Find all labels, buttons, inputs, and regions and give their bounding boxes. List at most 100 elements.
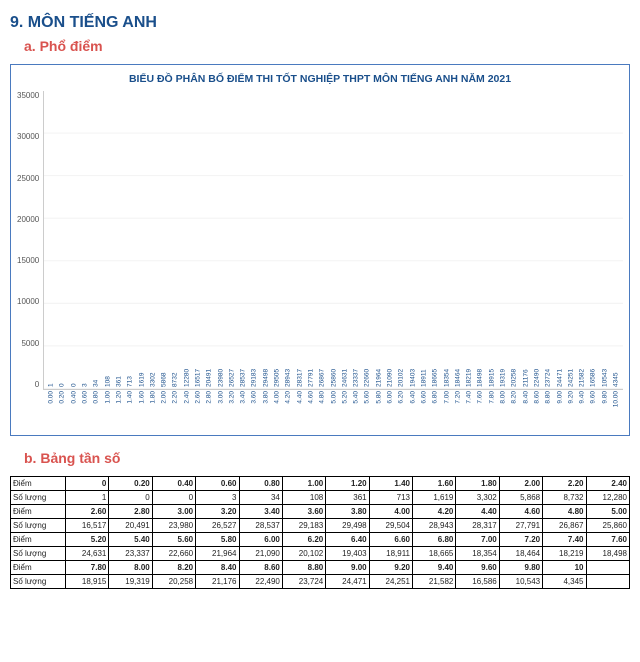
count-cell: 22,490 <box>239 575 282 589</box>
bar-value-label: 28317 <box>296 369 303 387</box>
y-tick: 25000 <box>17 174 39 183</box>
count-cell: 27,791 <box>499 519 542 533</box>
bar-value-label: 23337 <box>353 369 360 387</box>
bar-value-label: 1 <box>48 383 55 387</box>
count-cell: 19,403 <box>326 547 369 561</box>
bar-value-label: 24471 <box>556 369 563 387</box>
score-cell: 4.00 <box>369 505 412 519</box>
bar-value-label: 18915 <box>488 369 495 387</box>
score-cell: 4.20 <box>413 505 456 519</box>
x-tick-label: 9.60 <box>590 391 597 404</box>
score-cell: 6.40 <box>326 533 369 547</box>
count-cell: 21,090 <box>239 547 282 561</box>
count-cell: 19,319 <box>109 575 152 589</box>
count-cell: 28,943 <box>413 519 456 533</box>
bar-value-label: 4345 <box>612 373 619 387</box>
score-cell <box>586 561 630 575</box>
bar-value-label: 23980 <box>217 369 224 387</box>
score-cell: 2.20 <box>543 477 586 491</box>
x-tick-label: 3.60 <box>251 391 258 404</box>
score-cell: 0.20 <box>109 477 152 491</box>
y-tick: 35000 <box>17 91 39 100</box>
bar-value-label: 16586 <box>590 369 597 387</box>
count-cell: 3 <box>196 491 239 505</box>
bar-value-label: 29505 <box>274 369 281 387</box>
score-cell: 5.20 <box>66 533 109 547</box>
row-label-score: Điểm <box>11 533 66 547</box>
count-cell: 4,345 <box>543 575 586 589</box>
x-tick-label: 7.00 <box>443 391 450 404</box>
row-label-score: Điểm <box>11 505 66 519</box>
score-cell: 6.20 <box>282 533 325 547</box>
bar-value-label: 18498 <box>477 369 484 387</box>
score-distribution-chart: BIỂU ĐỒ PHÂN BỐ ĐIỂM THI TỐT NGHIỆP THPT… <box>10 64 630 436</box>
y-tick: 30000 <box>17 132 39 141</box>
x-tick-label: 4.40 <box>296 391 303 404</box>
count-cell <box>586 575 630 589</box>
x-tick-label: 9.00 <box>556 391 563 404</box>
chart-body: 05000100001500020000250003000035000 1003… <box>17 91 623 431</box>
score-cell: 2.60 <box>66 505 109 519</box>
count-cell: 20,258 <box>152 575 195 589</box>
count-cell: 25,860 <box>586 519 630 533</box>
bar-value-label: 19319 <box>500 369 507 387</box>
x-tick-label: 3.40 <box>240 391 247 404</box>
score-cell: 9.60 <box>456 561 499 575</box>
bar-value-label: 19403 <box>409 369 416 387</box>
score-cell: 8.80 <box>282 561 325 575</box>
score-cell: 1.40 <box>369 477 412 491</box>
bar-value-label: 3 <box>82 383 89 387</box>
x-tick-label: 3.20 <box>228 391 235 404</box>
row-label-score: Điểm <box>11 477 66 491</box>
x-tick-label: 8.20 <box>511 391 518 404</box>
table-score-row: Điểm7.808.008.208.408.608.809.009.209.40… <box>11 561 630 575</box>
x-tick-label: 6.80 <box>432 391 439 404</box>
count-cell: 22,660 <box>152 547 195 561</box>
x-tick-label: 7.20 <box>454 391 461 404</box>
bar-value-label: 713 <box>127 376 134 387</box>
score-cell: 4.80 <box>543 505 586 519</box>
x-tick-label: 2.60 <box>195 391 202 404</box>
x-tick-label: 8.00 <box>500 391 507 404</box>
row-label-count: Số lượng <box>11 519 66 533</box>
bar-value-label: 20491 <box>206 369 213 387</box>
table-count-row: Số lượng1003341083617131,6193,3025,8688,… <box>11 491 630 505</box>
count-cell: 21,176 <box>196 575 239 589</box>
bar-value-label: 28943 <box>285 369 292 387</box>
count-cell: 34 <box>239 491 282 505</box>
count-cell: 18,498 <box>586 547 630 561</box>
count-cell: 24,251 <box>369 575 412 589</box>
table-count-row: Số lượng16,51720,49123,98026,52728,53729… <box>11 519 630 533</box>
count-cell: 28,537 <box>239 519 282 533</box>
score-cell: 6.80 <box>413 533 456 547</box>
x-tick-label: 5.80 <box>375 391 382 404</box>
bar-value-label: 18354 <box>443 369 450 387</box>
x-tick-label: 3.80 <box>262 391 269 404</box>
frequency-table: Điểm00.200.400.600.801.001.201.401.601.8… <box>10 476 630 589</box>
score-cell: 0.80 <box>239 477 282 491</box>
bar-value-label: 28537 <box>240 369 247 387</box>
count-cell: 18,354 <box>456 547 499 561</box>
score-cell: 6.00 <box>239 533 282 547</box>
x-tick-label: 0.00 <box>48 391 55 404</box>
count-cell: 26,527 <box>196 519 239 533</box>
bar-value-label: 22490 <box>533 369 540 387</box>
chart-title: BIỂU ĐỒ PHÂN BỐ ĐIỂM THI TỐT NGHIỆP THPT… <box>17 73 623 85</box>
y-tick: 5000 <box>21 339 39 348</box>
x-tick-label: 0.60 <box>82 391 89 404</box>
score-cell: 2.40 <box>586 477 630 491</box>
bar-value-label: 12280 <box>183 369 190 387</box>
x-tick-label: 1.80 <box>149 391 156 404</box>
score-cell: 3.80 <box>326 505 369 519</box>
score-cell: 3.00 <box>152 505 195 519</box>
count-cell: 18,464 <box>499 547 542 561</box>
count-cell: 20,102 <box>282 547 325 561</box>
table-score-row: Điểm5.205.405.605.806.006.206.406.606.80… <box>11 533 630 547</box>
x-tick-label: 5.60 <box>364 391 371 404</box>
row-label-score: Điểm <box>11 561 66 575</box>
count-cell: 18,219 <box>543 547 586 561</box>
bar-value-label: 108 <box>104 376 111 387</box>
bar-value-label: 20102 <box>398 369 405 387</box>
score-cell: 3.20 <box>196 505 239 519</box>
x-tick-label: 8.60 <box>533 391 540 404</box>
